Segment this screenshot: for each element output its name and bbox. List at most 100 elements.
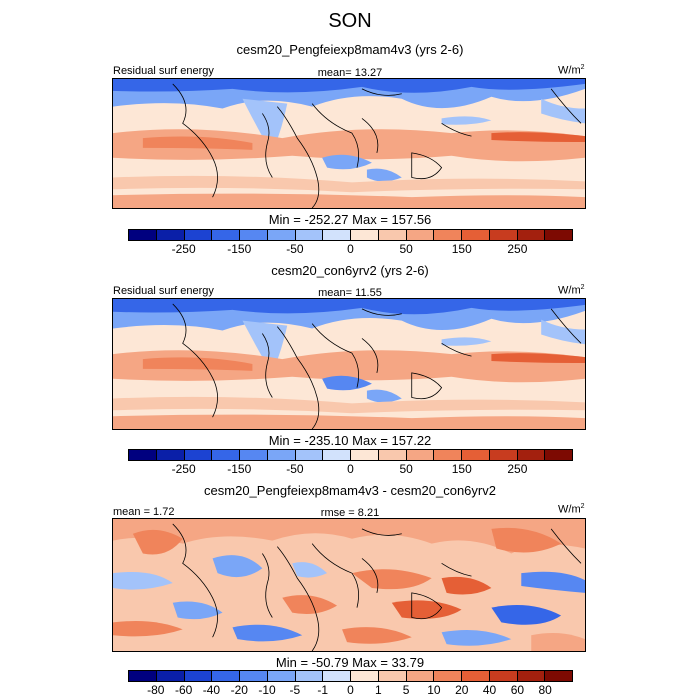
panel3-mean-label: mean = 1.72: [113, 506, 175, 518]
colorbar-tick-label: 0: [347, 462, 354, 476]
colorbar-swatch: [240, 450, 268, 460]
panel2-left-label: Residual surf energy: [113, 285, 214, 297]
panel3-field: [113, 519, 585, 651]
colorbar-swatch: [462, 450, 490, 460]
colorbar-tick-label: 40: [482, 683, 497, 697]
colorbar-swatch: [517, 671, 546, 681]
panel2-mean-label: mean= 11.55: [318, 287, 382, 299]
colorbar-tick-label: 20: [455, 683, 469, 697]
colorbar-swatch: [184, 230, 213, 240]
colorbar-tick-label: -250: [171, 462, 196, 476]
colorbar-tick-label: -50: [286, 242, 304, 256]
colorbar-swatch: [184, 671, 213, 681]
panel1-units: W/m2: [558, 64, 585, 77]
colorbar-swatch: [378, 230, 407, 240]
colorbar-swatch: [462, 230, 490, 240]
panel1-field: [113, 79, 585, 208]
colorbar-swatch: [462, 671, 490, 681]
colorbar-swatch: [240, 230, 268, 240]
colorbar-swatch: [351, 230, 379, 240]
colorbar-swatch: [267, 450, 296, 460]
panel1-colorbar: [128, 229, 573, 241]
colorbar-swatch: [351, 450, 379, 460]
colorbar-swatch: [489, 230, 518, 240]
colorbar-tick-label: 0: [347, 242, 354, 256]
panel2-map: [112, 298, 586, 430]
panel1-minmax: Min = -252.27 Max = 157.56: [268, 212, 432, 227]
colorbar-swatch: [434, 450, 462, 460]
panel1-map: [112, 78, 586, 209]
panel1-colorbar-labels: -250 -150 -50 0 50 150 250: [128, 242, 573, 256]
figure-title: SON: [328, 10, 372, 32]
colorbar-swatch: [489, 671, 518, 681]
colorbar-swatch: [267, 671, 296, 681]
colorbar-swatch: [129, 671, 157, 681]
colorbar-swatch: [129, 230, 157, 240]
panel3-map: [112, 518, 586, 652]
colorbar-swatch: [517, 450, 546, 460]
panel3-colorbar-labels: -80 -60 -40 -20 -10 -5 -1 0 1 5 10 20 40 60 80: [128, 683, 573, 697]
colorbar-swatch: [406, 450, 435, 460]
colorbar-swatch: [323, 450, 351, 460]
panel3-minmax: Min = -50.79 Max = 33.79: [275, 655, 425, 670]
colorbar-swatch: [434, 671, 462, 681]
colorbar-swatch: [351, 671, 379, 681]
colorbar-tick-label: -40: [202, 683, 221, 697]
colorbar-tick-label: 250: [507, 462, 528, 476]
colorbar-tick-label: 150: [451, 242, 472, 256]
colorbar-swatch: [378, 671, 407, 681]
colorbar-swatch: [434, 230, 462, 240]
colorbar-swatch: [184, 450, 213, 460]
colorbar-swatch: [129, 450, 157, 460]
colorbar-swatch: [323, 230, 351, 240]
colorbar-swatch: [156, 671, 185, 681]
panel2-colorbar-labels: -250 -150 -50 0 50 150 250: [128, 462, 573, 476]
colorbar-swatch: [406, 230, 435, 240]
panel3-subtitle: cesm20_Pengfeiexp8mam4v3 - cesm20_con6yr…: [204, 483, 496, 498]
colorbar-swatch: [517, 230, 546, 240]
colorbar-swatch: [212, 671, 240, 681]
colorbar-swatch: [545, 671, 572, 681]
colorbar-tick-label: 50: [399, 242, 413, 256]
colorbar-tick-label: 250: [507, 242, 528, 256]
colorbar-swatch: [545, 230, 572, 240]
colorbar-swatch: [156, 450, 185, 460]
colorbar-swatch: [240, 671, 268, 681]
colorbar-tick-label: 5: [402, 683, 410, 697]
colorbar-tick-label: -1: [317, 683, 329, 697]
colorbar-tick-label: 80: [538, 683, 552, 697]
colorbar-tick-label: 0: [347, 683, 354, 697]
colorbar-swatch: [406, 671, 435, 681]
panel1-subtitle: cesm20_Pengfeiexp8mam4v3 (yrs 2-6): [236, 42, 464, 57]
colorbar-tick-label: 1: [374, 683, 382, 697]
colorbar-tick-label: -150: [227, 242, 252, 256]
panel3-colorbar: [128, 670, 573, 682]
colorbar-swatch: [323, 671, 351, 681]
colorbar-swatch: [489, 450, 518, 460]
colorbar-tick-label: 60: [510, 683, 525, 697]
colorbar-swatch: [267, 230, 296, 240]
colorbar-swatch: [295, 450, 324, 460]
colorbar-swatch: [295, 230, 324, 240]
panel2-field: [113, 299, 585, 429]
panel2-units: W/m2: [558, 284, 585, 297]
panel3-units: W/m2: [558, 503, 585, 516]
colorbar-swatch: [156, 230, 185, 240]
colorbar-tick-label: -50: [286, 462, 304, 476]
colorbar-tick-label: 150: [451, 462, 472, 476]
panel3-rmse-label: rmse = 8.21: [320, 507, 380, 519]
colorbar-swatch: [295, 671, 324, 681]
panel1-mean-label: mean= 13.27: [317, 67, 383, 79]
panel2-subtitle: cesm20_con6yrv2 (yrs 2-6): [271, 263, 429, 278]
panel2-minmax: Min = -235.10 Max = 157.22: [268, 433, 432, 448]
colorbar-tick-label: -5: [289, 683, 301, 697]
colorbar-tick-label: -60: [174, 683, 193, 697]
colorbar-swatch: [378, 450, 407, 460]
panel1-left-label: Residual surf energy: [113, 65, 214, 77]
colorbar-tick-label: -10: [258, 683, 276, 697]
colorbar-swatch: [545, 450, 572, 460]
colorbar-tick-label: -20: [230, 683, 248, 697]
colorbar-swatch: [212, 230, 240, 240]
colorbar-tick-label: 10: [427, 683, 441, 697]
colorbar-swatch: [212, 450, 240, 460]
